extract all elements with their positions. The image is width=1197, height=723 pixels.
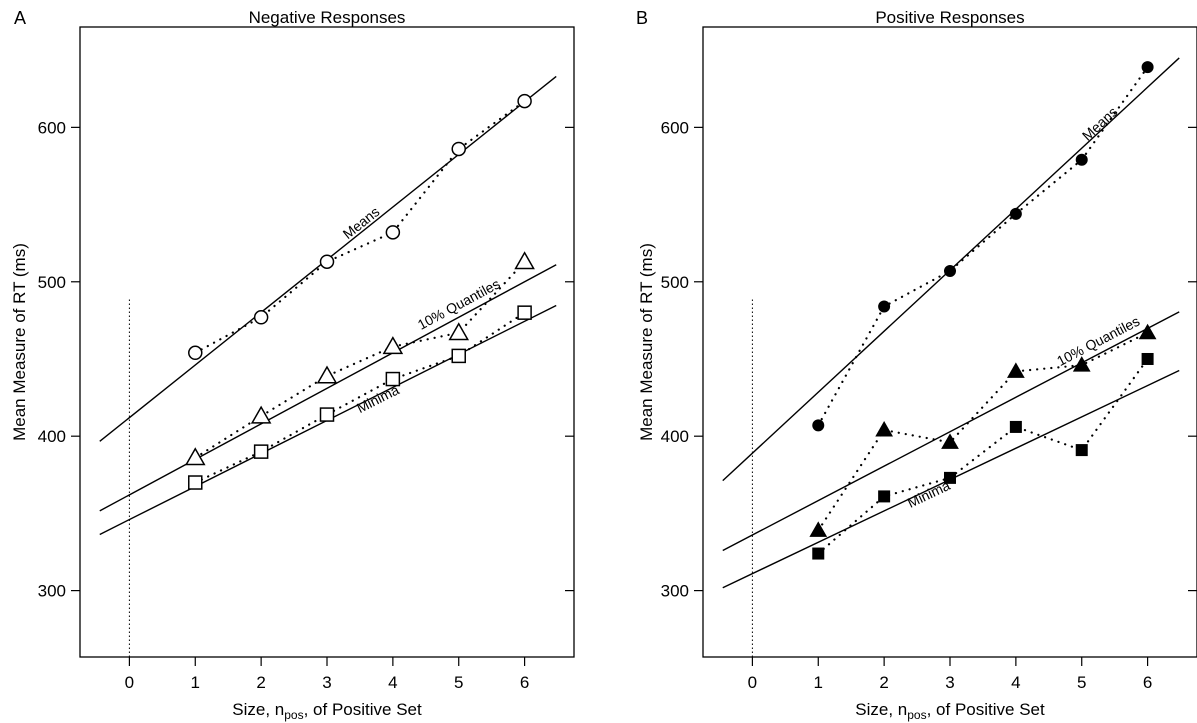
fit-line — [722, 311, 1180, 552]
series-means: Means — [722, 57, 1180, 482]
fit-line — [99, 264, 557, 512]
data-point — [941, 433, 959, 449]
x-tick-label: 4 — [388, 673, 397, 692]
x-axis-label-main: Size, n — [855, 700, 907, 719]
data-connector — [817, 331, 1149, 532]
data-point — [1009, 420, 1022, 433]
data-point — [812, 547, 825, 560]
data-point — [188, 475, 203, 490]
y-axis-label: Mean Measure of RT (ms) — [637, 243, 656, 441]
x-axis-label: Size, npos, of Positive Set — [232, 700, 422, 722]
data-point — [1007, 362, 1025, 378]
series-label: Means — [1079, 103, 1121, 143]
chart-title: Negative Responses — [249, 8, 406, 27]
series-minima: Minima — [99, 304, 557, 536]
series-minima: Minima — [722, 352, 1180, 589]
data-point — [878, 300, 891, 313]
data-point — [1009, 207, 1022, 220]
x-tick-label: 2 — [879, 673, 888, 692]
x-axis-label-subscript: pos — [284, 708, 303, 722]
data-point — [517, 93, 532, 109]
panel-a: A Negative Responses 0 1 2 3 4 5 6 300 400 500 600 Si… — [10, 8, 575, 722]
data-point — [184, 447, 206, 466]
data-point — [809, 521, 828, 537]
data-point — [878, 490, 891, 503]
x-tick-label: 0 — [748, 673, 757, 692]
data-point — [812, 419, 825, 432]
y-axis-label: Mean Measure of RT (ms) — [10, 243, 29, 441]
y-tick-label: 500 — [38, 273, 66, 292]
series-label: Means — [340, 203, 383, 242]
x-tick-label: 2 — [256, 673, 265, 692]
series-10-quantiles: 10% Quantiles — [722, 311, 1180, 552]
data-point — [944, 264, 956, 277]
data-point — [385, 371, 401, 387]
data-point — [253, 310, 269, 325]
x-tick-label: 5 — [1077, 673, 1086, 692]
data-point — [316, 365, 338, 384]
data-point — [1072, 356, 1091, 372]
data-point — [188, 345, 203, 361]
series-label: Minima — [905, 477, 953, 511]
data-point — [514, 251, 535, 270]
series-10-quantiles: 10% Quantiles — [99, 251, 557, 512]
data-point — [382, 336, 404, 355]
x-axis-label-suffix: , of Positive Set — [304, 700, 422, 719]
x-tick-label: 4 — [1011, 673, 1020, 692]
data-point — [517, 305, 532, 320]
y-tick-label: 600 — [661, 118, 689, 137]
data-point — [1141, 352, 1154, 365]
data-point — [944, 471, 956, 484]
data-point — [319, 407, 335, 422]
x-axis-label: Size, npos, of Positive Set — [855, 700, 1045, 722]
x-tick-label: 1 — [191, 673, 200, 692]
data-connector — [817, 357, 1149, 555]
data-point — [1075, 444, 1088, 457]
data-point — [253, 444, 269, 459]
y-tick-label: 300 — [661, 582, 689, 601]
data-point — [1141, 61, 1154, 74]
data-point — [385, 225, 401, 240]
data-point — [319, 254, 335, 269]
x-axis-label-main: Size, n — [232, 700, 284, 719]
x-tick-label: 3 — [322, 673, 331, 692]
data-point — [1138, 323, 1157, 340]
y-tick-label: 400 — [661, 427, 689, 446]
x-tick-label: 6 — [520, 673, 529, 692]
x-tick-label: 3 — [945, 673, 954, 692]
x-tick-label: 6 — [1143, 673, 1152, 692]
y-tick-label: 400 — [38, 427, 66, 446]
series-means: Means — [99, 75, 557, 442]
panel-letter: B — [636, 8, 648, 28]
x-tick-label: 5 — [454, 673, 463, 692]
x-tick-label: 1 — [814, 673, 823, 692]
chart-title: Positive Responses — [875, 8, 1024, 27]
x-axis-label-subscript: pos — [907, 708, 926, 722]
data-connector — [817, 66, 1149, 427]
data-point — [451, 348, 466, 364]
y-tick-label: 600 — [38, 118, 66, 137]
data-point — [451, 141, 466, 157]
series-label: 10% Quantiles — [1054, 313, 1142, 369]
panel-letter: A — [14, 8, 26, 28]
data-point — [875, 421, 893, 437]
x-axis-label-suffix: , of Positive Set — [927, 700, 1045, 719]
data-point — [1075, 153, 1088, 166]
data-connector — [194, 260, 526, 459]
data-point — [448, 322, 470, 341]
data-connector — [194, 311, 526, 484]
y-tick-label: 300 — [38, 582, 66, 601]
data-point — [250, 405, 272, 424]
y-tick-label: 500 — [661, 273, 689, 292]
panel-b: B Positive Responses 0 1 2 3 4 5 6 300 400 500 600 Si… — [636, 8, 1197, 722]
x-tick-label: 0 — [125, 673, 134, 692]
